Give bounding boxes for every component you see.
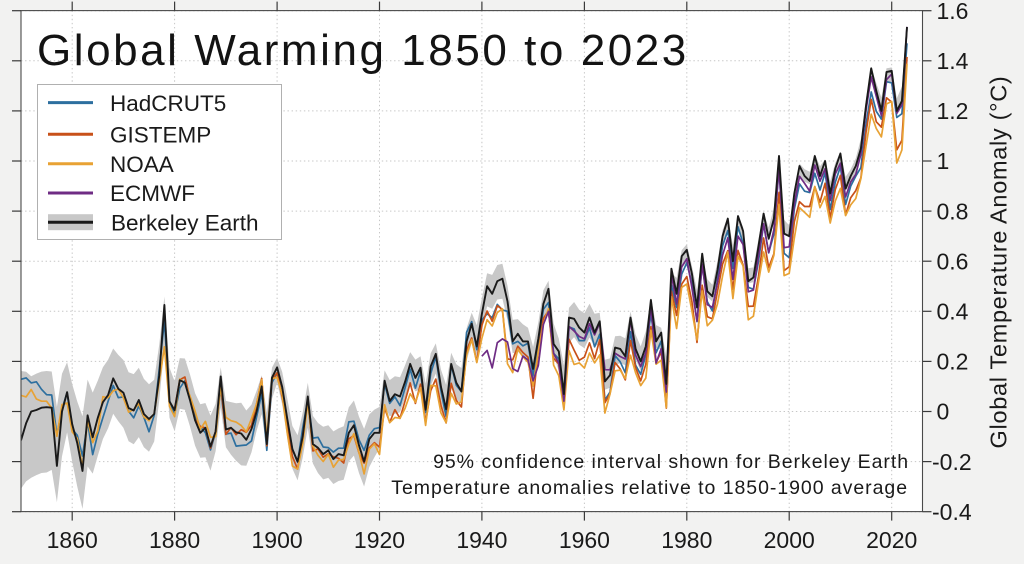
svg-text:1880: 1880: [149, 527, 200, 553]
svg-text:Global Warming 1850 to 2023: Global Warming 1850 to 2023: [37, 26, 689, 75]
svg-text:0: 0: [937, 399, 950, 425]
svg-text:0.2: 0.2: [937, 349, 969, 375]
svg-text:-0.2: -0.2: [932, 449, 972, 475]
svg-text:1860: 1860: [47, 527, 98, 553]
svg-text:1.2: 1.2: [937, 98, 969, 124]
svg-text:1900: 1900: [252, 527, 303, 553]
svg-text:1940: 1940: [456, 527, 507, 553]
svg-text:1: 1: [937, 148, 950, 174]
svg-text:Temperature anomalies relative: Temperature anomalies relative to 1850-1…: [391, 477, 908, 499]
svg-text:HadCRUT5: HadCRUT5: [110, 91, 226, 116]
svg-text:2000: 2000: [764, 527, 815, 553]
svg-text:1.4: 1.4: [937, 48, 969, 74]
svg-text:Berkeley Earth: Berkeley Earth: [111, 210, 259, 235]
svg-text:0.6: 0.6: [937, 248, 969, 274]
svg-text:NOAA: NOAA: [110, 152, 174, 177]
svg-text:1960: 1960: [559, 527, 610, 553]
svg-text:ECMWF: ECMWF: [110, 181, 195, 206]
svg-text:1980: 1980: [661, 527, 712, 553]
svg-text:1.6: 1.6: [937, 0, 969, 24]
svg-text:-0.4: -0.4: [932, 499, 972, 525]
svg-text:1920: 1920: [354, 527, 405, 553]
svg-text:0.4: 0.4: [937, 299, 969, 325]
svg-text:2020: 2020: [866, 527, 917, 553]
svg-text:95% confidence interval shown: 95% confidence interval shown for Berkel…: [433, 451, 909, 473]
svg-text:GISTEMP: GISTEMP: [110, 122, 211, 147]
svg-text:0.8: 0.8: [937, 198, 969, 224]
svg-text:Global Temperature Anomaly (°C: Global Temperature Anomaly (°C): [986, 76, 1012, 449]
